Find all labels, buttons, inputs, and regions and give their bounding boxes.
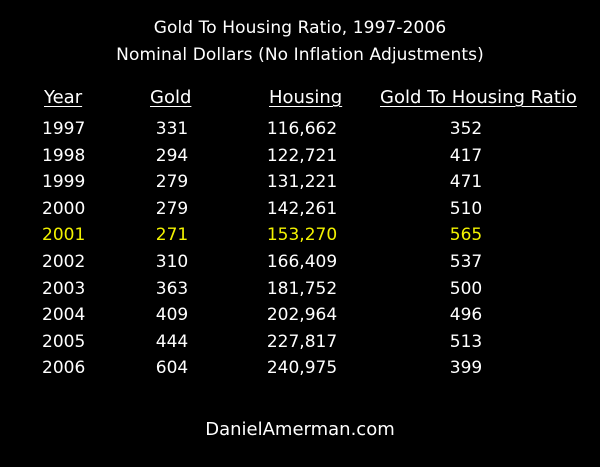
footer-site-name: DanielAmerman.com [205, 419, 395, 440]
cell-gold-2003: 363 [155, 278, 189, 299]
cell-ratio-2003: 500 [449, 278, 483, 299]
cell-housing-2004: 202,964 [266, 305, 338, 326]
cell-year-1997: 1997 [42, 119, 86, 139]
cell-housing-2001: 153,270 [266, 225, 338, 246]
cell-year-2002: 2002 [42, 252, 86, 272]
cell-gold-2005: 444 [155, 331, 189, 352]
chart-title: Gold To Housing Ratio, 1997-2006 [153, 18, 447, 38]
cell-ratio-1997: 352 [449, 119, 483, 139]
cell-housing-2002: 166,409 [266, 252, 338, 272]
cell-ratio-2004: 496 [449, 305, 483, 326]
cell-ratio-2002: 537 [449, 252, 483, 272]
cell-housing-2003: 181,752 [266, 278, 338, 299]
cell-gold-2000: 279 [155, 198, 189, 219]
cell-ratio-1998: 417 [449, 145, 483, 166]
column-header-housing: Housing [269, 87, 343, 108]
column-header-ratio: Gold To Housing Ratio [380, 87, 577, 108]
cell-ratio-2001: 565 [449, 225, 483, 246]
cell-ratio-2006: 399 [449, 358, 483, 379]
cell-year-2001: 2001 [42, 225, 86, 246]
cell-gold-1998: 294 [155, 145, 189, 166]
cell-ratio-1999: 471 [449, 172, 483, 193]
cell-housing-2005: 227,817 [266, 331, 338, 352]
cell-year-2005: 2005 [42, 331, 86, 352]
cell-housing-2000: 142,261 [266, 198, 338, 219]
cell-gold-2004: 409 [155, 305, 189, 326]
cell-year-2006: 2006 [42, 358, 86, 379]
cell-ratio-2000: 510 [449, 198, 483, 219]
column-header-year: Year [44, 87, 83, 108]
cell-year-2000: 2000 [42, 198, 86, 219]
cell-year-2003: 2003 [42, 278, 86, 299]
cell-housing-1997: 116,662 [266, 119, 338, 139]
cell-housing-1999: 131,221 [266, 172, 338, 193]
cell-gold-2001: 271 [155, 225, 189, 246]
cell-housing-2006: 240,975 [266, 358, 338, 379]
cell-ratio-2005: 513 [449, 331, 483, 352]
cell-gold-1997: 331 [155, 119, 189, 139]
chart-subtitle: Nominal Dollars (No Inflation Adjustment… [116, 45, 484, 65]
column-header-gold: Gold [150, 87, 192, 108]
cell-year-1999: 1999 [42, 172, 86, 193]
cell-gold-2006: 604 [155, 358, 189, 379]
cell-gold-2002: 310 [155, 252, 189, 272]
cell-gold-1999: 279 [155, 172, 189, 193]
cell-housing-1998: 122,721 [266, 145, 338, 166]
cell-year-1998: 1998 [42, 145, 86, 166]
cell-year-2004: 2004 [42, 305, 86, 326]
